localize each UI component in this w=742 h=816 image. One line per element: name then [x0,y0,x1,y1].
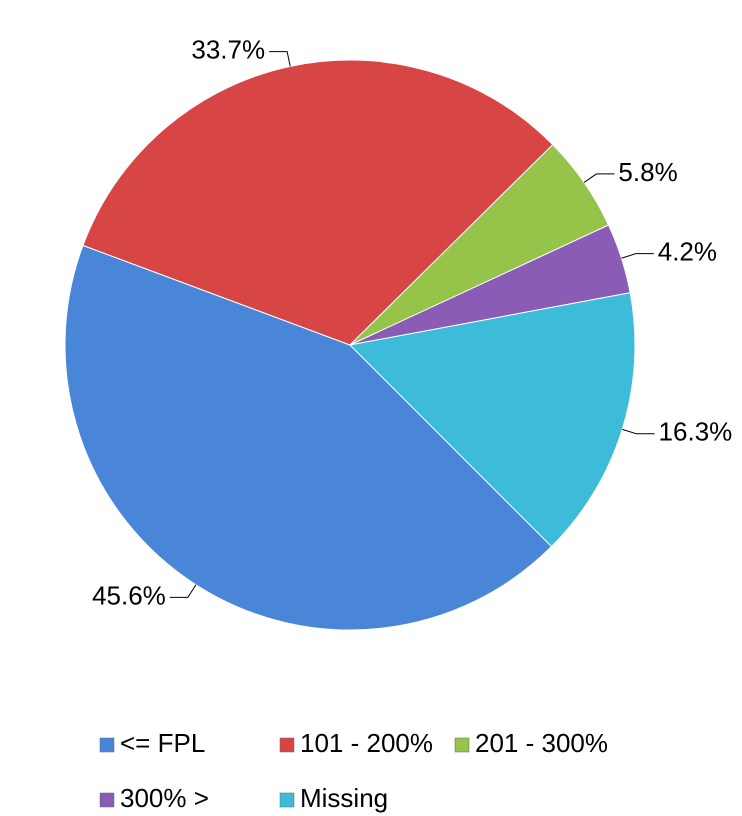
leader-line [622,428,655,435]
data-label: 45.6% [92,580,166,610]
legend-swatch [279,792,295,808]
legend-label: 300% > [120,783,209,813]
leader-line [169,584,197,598]
legend-swatch [454,737,470,753]
legend-swatch [99,792,115,808]
legend-swatch [279,737,295,753]
legend-label: 101 - 200% [300,728,433,758]
leader-line [583,173,615,183]
data-label: 33.7% [191,35,265,65]
data-label: 5.8% [618,157,677,187]
pie-slice [64,244,553,631]
data-label: 4.2% [658,237,717,267]
legend-swatch [99,737,115,753]
leader-line [621,253,654,259]
legend-label: 201 - 300% [475,728,608,758]
data-label: 16.3% [659,417,733,447]
pie-slice [348,292,636,548]
legend-label: <= FPL [120,728,205,758]
leader-line [269,51,291,67]
pie-slice [82,59,554,346]
legend-label: Missing [300,783,388,813]
